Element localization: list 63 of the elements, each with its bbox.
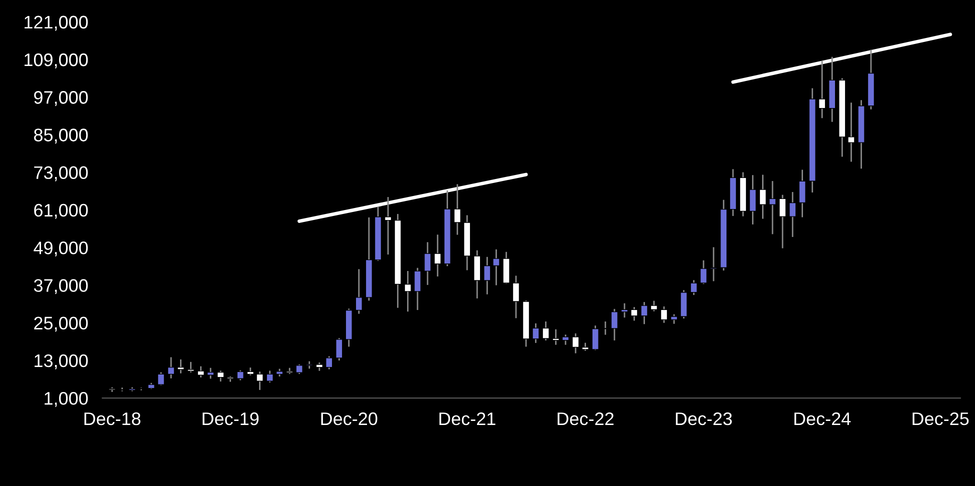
candlestick (690, 280, 698, 295)
candlestick (798, 170, 806, 218)
y-tick-label: 121,000 (24, 16, 88, 31)
candlestick (206, 368, 214, 379)
candlestick (286, 368, 294, 374)
candlestick (660, 306, 668, 323)
y-tick-label: 109,000 (24, 53, 88, 68)
candlestick (650, 300, 658, 312)
candlestick (424, 242, 432, 285)
candlestick (108, 387, 116, 392)
candlestick (404, 271, 412, 312)
x-tick-label: Dec-18 (84, 412, 140, 426)
y-tick-label: 13,000 (34, 354, 88, 370)
y-tick-label: 1,000 (44, 392, 88, 407)
y-tick-label: 25,000 (34, 316, 88, 332)
candlestick (710, 247, 718, 282)
candlestick (326, 356, 333, 370)
x-tick-label: Dec-19 (202, 412, 259, 426)
candlestick (414, 268, 422, 310)
candlestick (256, 372, 264, 390)
candlestick (749, 175, 756, 224)
y-tick-label: 61,000 (34, 204, 88, 219)
candlestick (768, 181, 776, 234)
candlestick (306, 361, 313, 369)
y-tick-label: 37,000 (34, 279, 88, 294)
candlestick (572, 333, 580, 354)
candlestick (542, 321, 550, 340)
candlestick (434, 234, 442, 276)
candlestick (336, 338, 343, 360)
x-tick-label: Dec-23 (676, 412, 732, 426)
candlestick (177, 359, 184, 374)
candlestick (157, 372, 165, 386)
candlestick (167, 357, 175, 378)
candlestick (226, 376, 234, 382)
x-tick-label: Dec-21 (439, 412, 496, 426)
candlestick (640, 302, 648, 324)
x-tick-label: Dec-24 (794, 412, 851, 426)
candlestick (592, 326, 599, 350)
candlestick (266, 370, 274, 382)
candlestick (187, 362, 194, 372)
candlestick (355, 269, 362, 314)
candlestick (512, 276, 520, 318)
candlestick (610, 308, 618, 340)
y-tick-label: 73,000 (34, 166, 88, 182)
candlestick (492, 249, 500, 286)
x-tick-label: Dec-20 (321, 412, 378, 426)
candlestick (630, 307, 638, 321)
candlestick (602, 321, 609, 335)
x-tick-label: Dec-22 (558, 412, 614, 426)
candlestick (789, 192, 796, 237)
candlestick (848, 102, 855, 162)
candlestick (484, 256, 491, 294)
candlestick (532, 323, 540, 343)
candlestick (778, 194, 786, 248)
y-tick-label: 85,000 (34, 128, 88, 144)
x-tick-label: Dec-25 (912, 412, 969, 426)
y-tick-label: 97,000 (34, 91, 88, 106)
candlestick (552, 329, 560, 345)
candlestick (759, 174, 766, 219)
candlestick (217, 370, 224, 382)
candlestick (700, 260, 708, 284)
candlestick (197, 366, 204, 378)
y-tick-label: 49,000 (34, 242, 88, 256)
